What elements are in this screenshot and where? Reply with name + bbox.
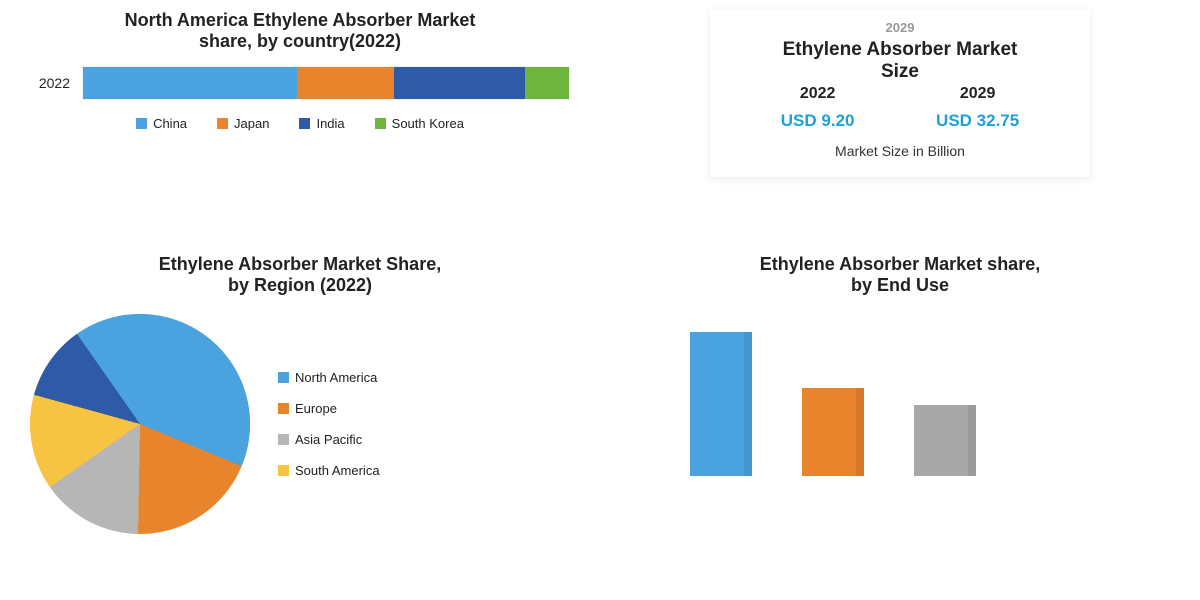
pie-title-l2: by Region (2022) [228, 275, 372, 295]
pie-panel: Ethylene Absorber Market Share, by Regio… [30, 254, 570, 591]
size-value-right: USD 32.75 [930, 109, 1025, 133]
pie-legend-item-1: Europe [278, 401, 380, 416]
legend-label: South America [295, 463, 380, 478]
legend-swatch-icon [278, 403, 289, 414]
column-bar-title: Ethylene Absorber Market share, by End U… [630, 254, 1170, 296]
legend-label: North America [295, 370, 377, 385]
stacked-bar-legend-item-1: Japan [217, 116, 269, 131]
stacked-bar-area: 2022 [30, 66, 570, 100]
legend-swatch-icon [278, 372, 289, 383]
stacked-bar-ylabel: 2022 [30, 75, 70, 91]
column-bar-1 [802, 388, 864, 476]
legend-label: Europe [295, 401, 337, 416]
legend-label: Asia Pacific [295, 432, 362, 447]
legend-label: South Korea [392, 116, 464, 131]
size-top-year: 2029 [740, 20, 1060, 35]
stacked-bar-legend-item-0: China [136, 116, 187, 131]
pie-legend: North America Europe Asia Pacific South Ame… [278, 370, 380, 478]
size-title-l2: Size [881, 61, 919, 82]
pie-legend-item-2: Asia Pacific [278, 432, 380, 447]
pie-exploded-slice [36, 314, 250, 528]
size-year-right: 2029 [930, 85, 1025, 103]
column-bar-panel: Ethylene Absorber Market share, by End U… [630, 254, 1170, 591]
legend-swatch-icon [136, 118, 147, 129]
column-bar-0 [690, 332, 752, 476]
column-bar-area [630, 316, 1170, 476]
stacked-bar-legend: China Japan India South Korea [30, 116, 570, 131]
legend-swatch-icon [375, 118, 386, 129]
stacked-bar-title: North America Ethylene Absorber Market s… [30, 10, 570, 52]
size-title: Ethylene Absorber Market Size [740, 39, 1060, 83]
column-bar-2 [914, 405, 976, 475]
legend-swatch-icon [299, 118, 310, 129]
size-title-l1: Ethylene Absorber Market [783, 39, 1018, 60]
stacked-bar-legend-item-2: India [299, 116, 344, 131]
pie-legend-item-3: South America [278, 463, 380, 478]
stacked-bar-seg-3 [525, 67, 569, 99]
pie-title: Ethylene Absorber Market Share, by Regio… [30, 254, 570, 296]
stacked-bar-legend-item-3: South Korea [375, 116, 464, 131]
size-cols: 2022 USD 9.20 2029 USD 32.75 [740, 85, 1060, 133]
stacked-bar-seg-1 [297, 67, 394, 99]
pie-wrap: North America Europe Asia Pacific South Ame… [30, 314, 570, 534]
column-bar-title-l2: by End Use [851, 275, 949, 295]
market-size-panel: 2029 Ethylene Absorber Market Size 2022 … [630, 10, 1170, 234]
legend-swatch-icon [217, 118, 228, 129]
stacked-bar-panel: North America Ethylene Absorber Market s… [30, 10, 570, 234]
stacked-bar-title-l1: North America Ethylene Absorber Market [125, 10, 476, 30]
size-year-left: 2022 [775, 85, 861, 103]
legend-label: Japan [234, 116, 269, 131]
stacked-bar-title-l2: share, by country(2022) [199, 31, 401, 51]
size-subtitle: Market Size in Billion [740, 143, 1060, 159]
stacked-bar-seg-2 [394, 67, 525, 99]
legend-label: India [316, 116, 344, 131]
pie-legend-item-0: North America [278, 370, 380, 385]
legend-swatch-icon [278, 465, 289, 476]
legend-swatch-icon [278, 434, 289, 445]
size-col-left: 2022 USD 9.20 [775, 85, 861, 133]
stacked-bar-seg-0 [83, 67, 297, 99]
market-size-box: 2029 Ethylene Absorber Market Size 2022 … [710, 10, 1090, 177]
stacked-bar [82, 66, 570, 100]
pie-chart [30, 314, 250, 534]
column-bar-title-l1: Ethylene Absorber Market share, [760, 254, 1040, 274]
pie-title-l1: Ethylene Absorber Market Share, [159, 254, 441, 274]
size-col-right: 2029 USD 32.75 [930, 85, 1025, 133]
size-value-left: USD 9.20 [775, 109, 861, 133]
legend-label: China [153, 116, 187, 131]
